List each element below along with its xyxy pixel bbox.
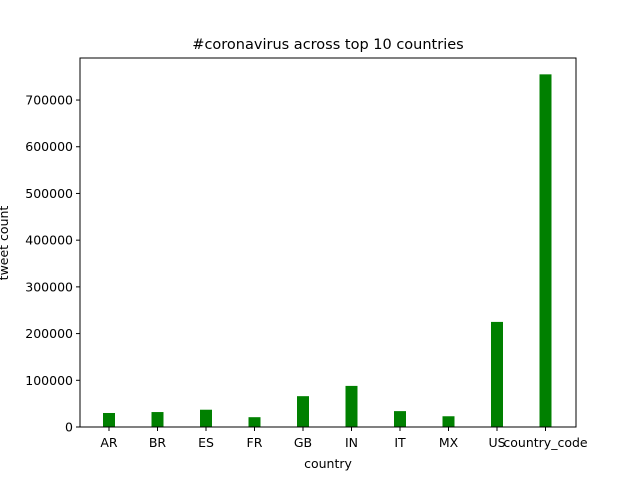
bar-gb [297,396,309,427]
y-tick-label: 600000 [25,139,73,154]
bar-mx [442,416,455,427]
y-tick-label: 500000 [25,186,73,201]
y-tick-label: 100000 [25,373,73,388]
bar-us [491,321,503,427]
bar-country-code [539,74,552,427]
x-tick-label: US [488,435,505,450]
x-tick-label: GB [294,435,312,450]
y-tick-label: 300000 [25,279,73,294]
chart-title: #coronavirus across top 10 countries [192,37,463,53]
y-tick-label: 400000 [25,233,73,248]
bar-fr [248,417,261,427]
bar-in [345,385,358,427]
y-axis-label: tweet count [0,206,11,281]
x-tick-label: IN [345,435,358,450]
x-tick-label: BR [149,435,167,450]
bars-group [103,74,552,427]
x-tick-label: MX [439,435,459,450]
x-axis-label: country [304,456,352,471]
y-tick-label: 0 [65,420,73,435]
y-tick-label: 200000 [25,326,73,341]
bar-br [151,412,164,427]
y-tick-label: 700000 [25,93,73,108]
y-axis-ticks: 0 100000 200000 300000 400000 500000 600000 700… [25,93,80,435]
x-tick-label: FR [247,435,263,450]
x-tick-label: AR [100,435,118,450]
plot-frame [79,57,577,428]
bar-it [394,411,406,427]
bar-ar [103,412,115,427]
x-tick-label: country_code [503,435,588,450]
bar-es [200,409,212,427]
x-tick-label: ES [198,435,214,450]
x-tick-label: IT [394,435,406,450]
